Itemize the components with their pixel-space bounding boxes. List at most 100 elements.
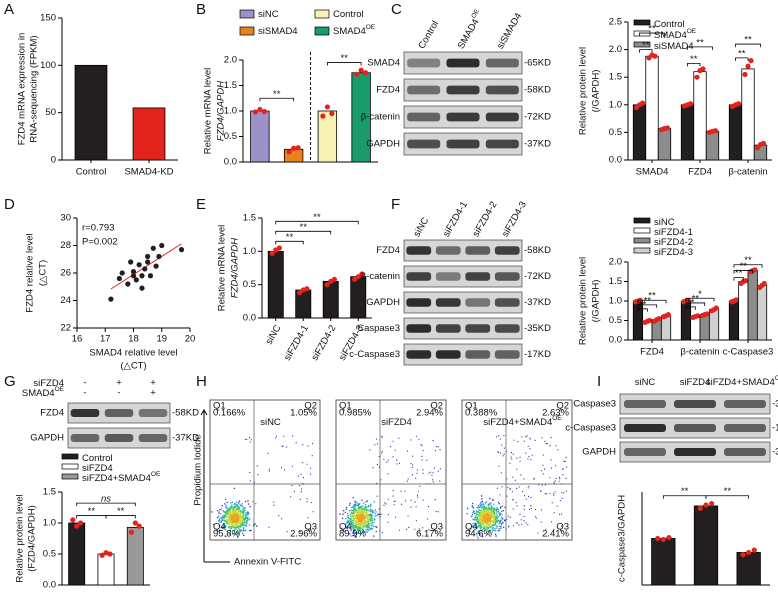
- legend-label-part: siSMAD4: [258, 26, 298, 37]
- y-axis-label: (FZD4/GAPDH): [27, 505, 38, 572]
- significance-bracket: [76, 502, 136, 507]
- data-point: [159, 242, 165, 249]
- legend-label-part: siFZD4-2: [654, 237, 693, 248]
- data-point: [354, 71, 360, 77]
- data-point: [320, 113, 326, 119]
- significance-bracket: [705, 495, 750, 499]
- bar: [693, 71, 707, 161]
- flow-events: [356, 513, 366, 524]
- y-tick-label: 26: [60, 268, 71, 279]
- data-point: [655, 535, 661, 542]
- blot-band: [465, 272, 491, 281]
- data-point: [156, 253, 162, 260]
- legend-label-part: SMAD4: [654, 30, 687, 41]
- y-axis-label: Relative protein level: [15, 494, 26, 582]
- quadrant-gates: [210, 400, 320, 540]
- blot-band: [724, 448, 766, 456]
- legend-label: siSMAD4: [654, 41, 694, 52]
- data-point: [128, 259, 134, 265]
- y-tick-label: 0.0: [224, 157, 237, 168]
- flow-title: siNC: [260, 417, 281, 428]
- data-point: [147, 273, 154, 279]
- blot-band: [435, 350, 461, 359]
- blot-band: [138, 409, 168, 417]
- legend-label-part: SMAD4: [333, 26, 366, 37]
- blot-band: [624, 448, 666, 456]
- blot-band: [494, 350, 520, 359]
- flow-events: [348, 504, 374, 532]
- data-point: [751, 547, 757, 553]
- legend-label-part: siNC: [654, 217, 675, 228]
- quadrant-percent: 2.63%: [542, 408, 569, 419]
- significance-bracket: [639, 49, 653, 53]
- size-label: -65KD: [524, 58, 551, 69]
- significance-label: **: [88, 506, 96, 517]
- significance-bracket: [735, 43, 761, 48]
- blot-strip: [403, 317, 523, 340]
- blot-band: [435, 246, 461, 255]
- bar: [705, 130, 720, 161]
- quadrant-gates: [336, 400, 446, 540]
- y-tick-label: 1.5: [243, 213, 256, 224]
- y-tick-label: 100: [40, 60, 56, 71]
- size-label: -72KD: [524, 271, 551, 282]
- data-point: [713, 305, 719, 311]
- significance-label: **: [341, 53, 349, 64]
- quadrant-name: Q2: [304, 401, 317, 412]
- y-axis-label: (/GAPDH): [591, 280, 602, 323]
- y-axis-label: Relative protein level: [578, 257, 589, 345]
- data-point: [329, 110, 335, 117]
- y-tick-label: 2.5: [609, 17, 622, 28]
- data-point: [761, 280, 767, 287]
- data-point: [324, 282, 330, 288]
- lane-label: siFZD4-1: [441, 199, 470, 238]
- lane-label-part: SMAD4: [455, 17, 481, 51]
- data-point: [362, 70, 369, 76]
- quadrant-name: Q4: [465, 522, 478, 533]
- y-tick-label: 24: [60, 295, 71, 306]
- size-label: -35KD: [772, 399, 778, 410]
- blot-band: [407, 58, 441, 68]
- condition-value: -: [83, 388, 86, 399]
- lane-label-part: siSMAD4: [495, 11, 524, 51]
- bar: [651, 538, 676, 586]
- x-tick-label: siFZD4-2: [309, 323, 338, 362]
- y-axis-label: (/GAPDH): [591, 70, 602, 113]
- data-point: [652, 53, 658, 59]
- significance-bracket: [637, 308, 648, 312]
- bar: [322, 280, 339, 319]
- blot-band: [724, 400, 766, 408]
- legend-swatch: [633, 217, 651, 224]
- legend-label-part: OE: [687, 28, 697, 35]
- row-label: FZD4: [376, 245, 400, 256]
- quadrant-percent: 0.985%: [339, 408, 372, 419]
- x-tick-label: Control: [76, 167, 107, 178]
- legend-label: Control: [654, 19, 685, 30]
- row-label: FZD4: [376, 85, 400, 96]
- blot-band: [446, 112, 480, 122]
- legend-label-part: siFZD4+SMAD4: [82, 473, 151, 484]
- blot-band: [465, 324, 491, 333]
- y-tick-label: 0.0: [609, 155, 622, 166]
- significance-label: **: [735, 268, 743, 279]
- y-axis-label: Relative protein level: [578, 47, 589, 135]
- x-tick-label: 16: [72, 334, 83, 345]
- y-tick-label: 1.0: [43, 518, 56, 529]
- size-label: -35KD: [524, 323, 551, 334]
- flow-events: [230, 513, 240, 523]
- legend-swatch: [314, 26, 330, 36]
- significance-bracket: [637, 304, 658, 308]
- y-tick-label: 150: [40, 13, 56, 24]
- data-point: [358, 67, 364, 73]
- significance-bracket: [685, 302, 706, 306]
- data-point: [355, 274, 361, 280]
- significance-label: **: [681, 486, 689, 497]
- quadrant-percent: 2.96%: [290, 529, 317, 540]
- row-label: Caspase3: [573, 399, 616, 410]
- flow-plot-frame: [335, 399, 447, 541]
- blot-band: [485, 112, 519, 122]
- legend-label: siFZD4-1: [654, 227, 693, 238]
- significance-label: **: [644, 295, 652, 306]
- panel-letter: G: [4, 373, 16, 390]
- y-tick-label: 2.0: [224, 55, 237, 66]
